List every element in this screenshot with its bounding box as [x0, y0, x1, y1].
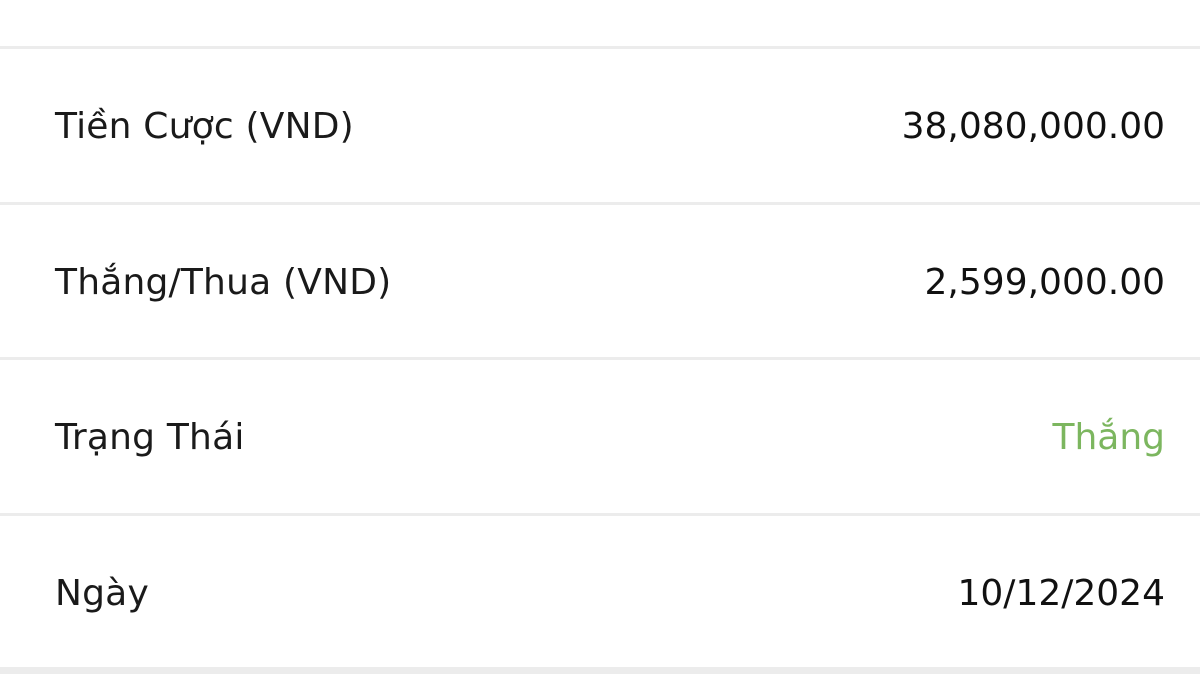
win-loss-label: Thắng/Thua (VND) [55, 261, 392, 303]
row-bet-amount: Tiền Cược (VND) 38,080,000.00 [0, 51, 1200, 201]
date-label: Ngày [55, 572, 149, 614]
bet-amount-value: 38,080,000.00 [901, 105, 1165, 147]
bet-amount-label: Tiền Cược (VND) [55, 105, 354, 147]
status-label: Trạng Thái [55, 416, 245, 458]
status-value: Thắng [1052, 416, 1165, 458]
row-date: Ngày 10/12/2024 [0, 518, 1200, 668]
divider [0, 202, 1200, 205]
bottom-divider [0, 667, 1200, 674]
row-win-loss: Thắng/Thua (VND) 2,599,000.00 [0, 207, 1200, 357]
win-loss-value: 2,599,000.00 [924, 261, 1165, 303]
divider [0, 513, 1200, 516]
divider [0, 357, 1200, 360]
divider [0, 46, 1200, 49]
date-value: 10/12/2024 [957, 572, 1166, 614]
row-status: Trạng Thái Thắng [0, 362, 1200, 512]
